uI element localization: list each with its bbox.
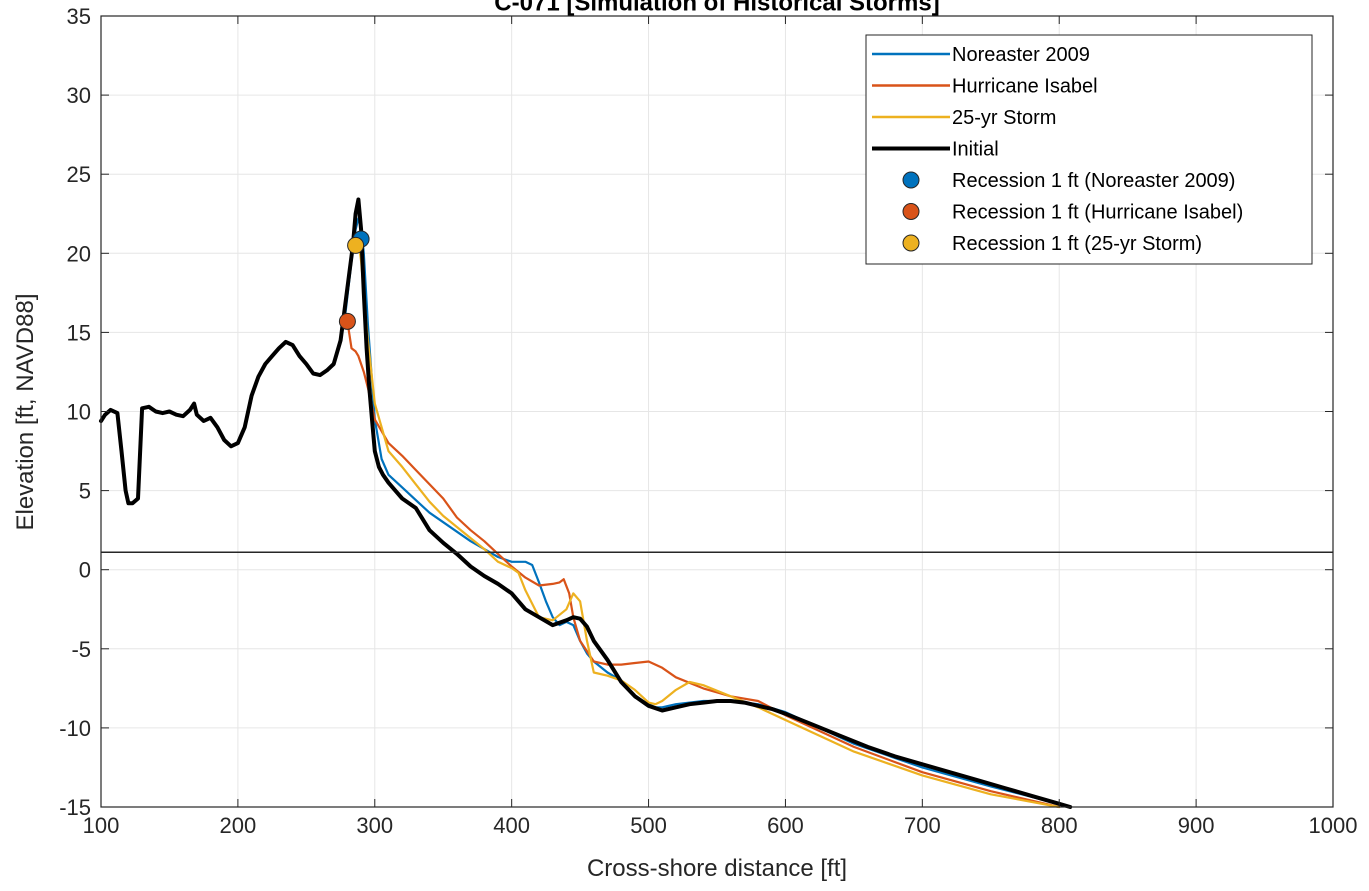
y-tick-label: 20 (67, 241, 91, 266)
recession-marker-2 (347, 236, 365, 254)
x-tick-label: 200 (220, 813, 257, 838)
x-tick-label: 900 (1178, 813, 1215, 838)
chart-title: C-071 [Simulation of Historical Storms] (494, 0, 939, 16)
legend-marker-label-0: Recession 1 ft (Noreaster 2009) (952, 170, 1235, 192)
series-lines (99, 197, 1073, 809)
y-tick-label: -15 (59, 795, 91, 820)
y-tick-label: 5 (79, 479, 91, 504)
x-tick-label: 100 (83, 813, 120, 838)
legend-marker-1 (902, 203, 920, 220)
series-line-2 (351, 236, 1061, 809)
legend-label-1: Hurricane Isabel (952, 76, 1098, 98)
y-tick-label: 35 (67, 4, 91, 29)
legend-marker-0 (902, 171, 920, 189)
y-tick-label: 0 (79, 558, 91, 583)
y-tick-label: -10 (59, 716, 91, 741)
legend-marker-label-1: Recession 1 ft (Hurricane Isabel) (952, 202, 1243, 224)
recession-markers (338, 230, 370, 330)
y-tick-label: 25 (67, 162, 91, 187)
x-tick-label: 300 (356, 813, 393, 838)
y-tick-label: 30 (67, 83, 91, 108)
x-tick-label: 400 (493, 813, 530, 838)
x-tick-label: 500 (630, 813, 667, 838)
axis-ticks: 100 200 300 400 500 600 700 800 900 1000 -15 -10 -5 0… (59, 4, 1357, 838)
legend-label-0: Noreaster 2009 (952, 44, 1090, 66)
legend-marker-2 (902, 234, 920, 252)
y-axis-label: Elevation [ft, NAVD88] (12, 294, 39, 531)
x-axis-label: Cross-shore distance [ft] (587, 855, 847, 882)
x-tick-label: 600 (767, 813, 804, 838)
x-tick-label: 700 (904, 813, 941, 838)
x-tick-label: 1000 (1309, 813, 1358, 838)
legend-marker-label-2: Recession 1 ft (25-yr Storm) (952, 233, 1202, 255)
x-tick-label: 800 (1041, 813, 1078, 838)
legend-label-2: 25-yr Storm (952, 107, 1056, 129)
legend-label-3: Initial (952, 139, 999, 161)
recession-marker-1 (338, 312, 356, 330)
y-tick-label: 10 (67, 400, 91, 425)
y-tick-label: 15 (67, 320, 91, 345)
series-line-3 (99, 197, 1073, 809)
legend: Noreaster 2009 Hurricane Isabel 25-yr Stor… (865, 34, 1313, 265)
y-tick-label: -5 (71, 637, 91, 662)
